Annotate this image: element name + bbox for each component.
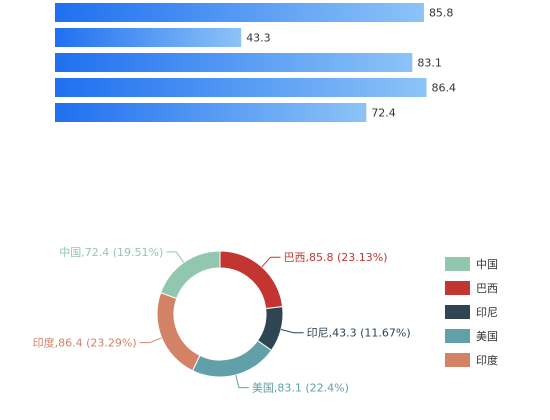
legend-swatch-1[interactable] [445, 281, 470, 295]
legend-swatch-0[interactable] [445, 257, 470, 271]
slice-2[interactable] [191, 339, 273, 378]
slice-3[interactable] [156, 292, 201, 372]
bar-chart: 85.8 43.3 83.1 86.4 72.4 [55, 3, 456, 122]
legend-swatch-2[interactable] [445, 305, 470, 319]
legend-label-4[interactable]: 印度 [476, 353, 498, 367]
legend-swatch-3[interactable] [445, 329, 470, 343]
bar-value-label-4: 72.4 [371, 107, 396, 120]
legend-label-2[interactable]: 印尼 [476, 306, 498, 319]
slice-leader-line-2 [235, 374, 249, 389]
bar-4[interactable] [55, 103, 367, 122]
legend-label-1[interactable]: 巴西 [476, 282, 498, 295]
slice-label-3: 印度,86.4 (23.29%) [33, 336, 137, 350]
bar-2[interactable] [55, 53, 413, 72]
bar-value-label-3: 86.4 [432, 82, 457, 95]
slice-leader-line-3 [139, 337, 162, 344]
slice-0[interactable] [219, 250, 284, 310]
donut-chart: 巴西,85.8 (23.13%) 印尼,43.3 (11.67%) 美国,83.1 … [33, 246, 411, 395]
slice-label-1: 印尼,43.3 (11.67%) [307, 327, 411, 340]
bar-1[interactable] [55, 28, 242, 47]
bar-value-label-1: 43.3 [246, 32, 271, 45]
bar-value-label-0: 85.8 [429, 7, 454, 20]
slice-leader-line-4 [166, 251, 185, 263]
legend-label-0[interactable]: 中国 [476, 258, 498, 271]
slice-4[interactable] [160, 250, 221, 300]
legend-label-3[interactable]: 美国 [476, 330, 498, 343]
slice-label-2: 美国,83.1 (22.4%) [252, 382, 349, 395]
slice-leader-line-0 [261, 256, 281, 268]
bar-0[interactable] [55, 3, 424, 22]
slice-leader-line-1 [280, 329, 304, 334]
bar-value-label-2: 83.1 [417, 57, 442, 70]
legend-swatch-4[interactable] [445, 353, 470, 367]
bar-3[interactable] [55, 78, 427, 97]
slice-label-0: 巴西,85.8 (23.13%) [283, 251, 387, 264]
slice-label-4: 中国,72.4 (19.51%) [59, 246, 163, 259]
